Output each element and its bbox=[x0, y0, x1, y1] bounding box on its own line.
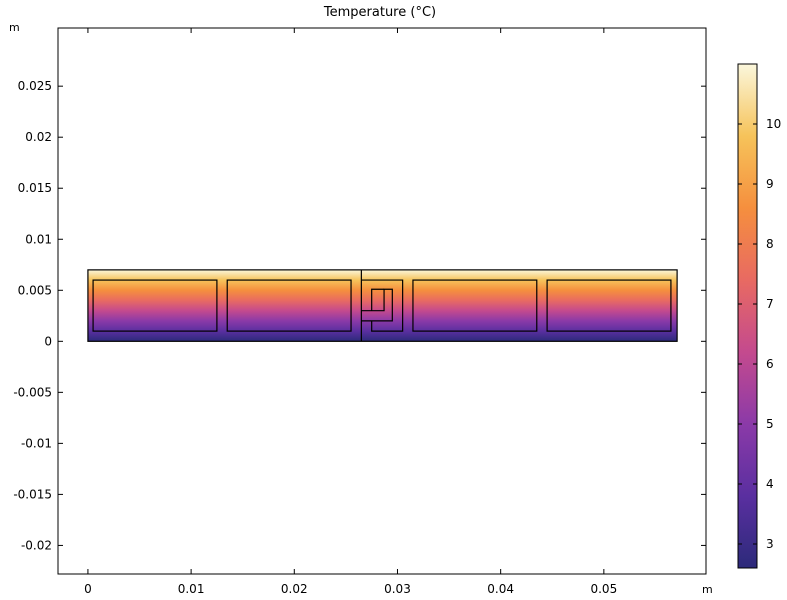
inner-cell-outline bbox=[92, 279, 218, 332]
y-tick-label: -0.005 bbox=[13, 385, 52, 399]
joint-outer-path bbox=[361, 279, 404, 332]
y-tick-label: -0.015 bbox=[13, 487, 52, 501]
y-tick-label: -0.02 bbox=[21, 538, 52, 552]
colorbar-tick-label: 8 bbox=[766, 237, 774, 251]
y-tick-label: 0.015 bbox=[18, 181, 52, 195]
joint-path bbox=[361, 288, 393, 322]
y-tick-label: 0.005 bbox=[18, 283, 52, 297]
y-axis: 0.025 0.02 0.015 0.01 0.005 0 -0.005 -0.01 -0.01… bbox=[13, 79, 706, 552]
x-tick-label: 0.04 bbox=[487, 582, 514, 596]
y-tick-label: 0 bbox=[44, 334, 52, 348]
colorbar-tick-label: 7 bbox=[766, 297, 774, 311]
colorbar-tick-label: 3 bbox=[766, 537, 774, 551]
y-tick-label: 0.025 bbox=[18, 79, 52, 93]
y-tick-label: -0.01 bbox=[21, 436, 52, 450]
x-tick-label: 0.03 bbox=[384, 582, 411, 596]
chart-title: Temperature (°C) bbox=[323, 5, 436, 20]
y-tick-label: 0.01 bbox=[25, 232, 52, 246]
x-tick-label: 0 bbox=[84, 582, 92, 596]
colorbar-tick-label: 6 bbox=[766, 357, 774, 371]
inner-cell-outline bbox=[546, 279, 672, 332]
colorbar-tick-label: 9 bbox=[766, 177, 774, 191]
colorbar-gradient bbox=[737, 63, 758, 569]
geometry-domain bbox=[87, 269, 678, 342]
x-tick-label: 0.05 bbox=[590, 582, 617, 596]
x-tick-label: 0.02 bbox=[281, 582, 308, 596]
x-unit-label: m bbox=[702, 583, 713, 596]
y-unit-label: m bbox=[9, 21, 20, 34]
colorbar-tick-label: 10 bbox=[766, 117, 781, 131]
colorbar-tick-label: 4 bbox=[766, 477, 774, 491]
y-tick-label: 0.02 bbox=[25, 130, 52, 144]
x-tick-label: 0.01 bbox=[178, 582, 205, 596]
colorbar: 3 4 5 6 7 8 9 10 bbox=[737, 63, 781, 569]
colorbar-tick-label: 5 bbox=[766, 417, 774, 431]
domain-outline bbox=[87, 269, 678, 342]
inner-cell-outline bbox=[412, 279, 538, 332]
inner-cell-outline bbox=[226, 279, 352, 332]
plot-frame bbox=[57, 27, 707, 575]
joint-inner-path bbox=[371, 288, 385, 311]
colorbar-ticks: 3 4 5 6 7 8 9 10 bbox=[738, 117, 781, 551]
x-axis: 0 0.01 0.02 0.03 0.04 0.05 bbox=[84, 28, 617, 596]
